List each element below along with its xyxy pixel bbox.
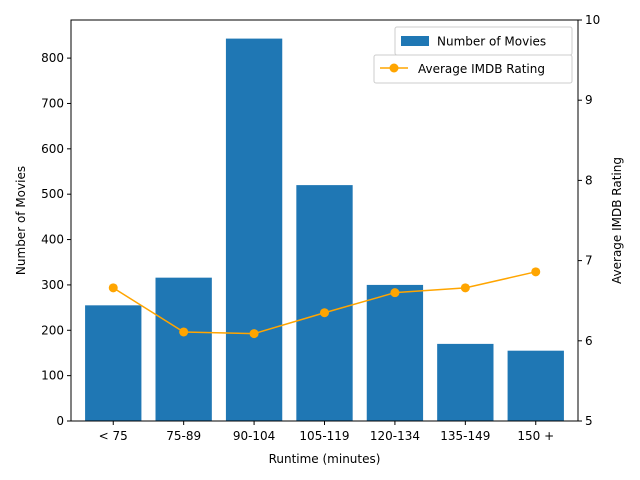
legend-bar: Number of Movies <box>394 26 573 56</box>
bar <box>366 284 424 421</box>
line-point <box>320 308 329 318</box>
bar-series <box>85 38 564 421</box>
y-tick-label: 0 <box>56 414 64 428</box>
x-tick-label: 120-134 <box>370 429 420 443</box>
legend-line-box <box>373 54 573 84</box>
legend-bar-label: Number of Movies <box>437 35 546 49</box>
line-point <box>179 327 189 337</box>
x-tick-label: 90-104 <box>233 429 276 443</box>
bar <box>155 277 212 421</box>
y-tick-label: 800 <box>41 51 64 65</box>
legend-line-marker <box>389 63 399 73</box>
y2-tick-label: 8 <box>585 173 593 187</box>
y-tick-label: 200 <box>41 323 64 337</box>
line-point <box>531 267 541 277</box>
y-tick-label: 500 <box>41 187 64 201</box>
bar <box>85 305 142 421</box>
y-axis-label: Number of Movies <box>14 166 28 275</box>
bar <box>437 343 494 421</box>
line-point <box>460 283 470 293</box>
bar <box>296 185 353 421</box>
legend-bar-swatch <box>401 36 429 46</box>
y-axis-left: 0 100 200 300 400 500 600 700 800 <box>41 51 71 428</box>
x-tick-label: < 75 <box>99 429 128 443</box>
legend-line-label: Average IMDB Rating <box>418 62 545 76</box>
line-point <box>390 288 400 298</box>
x-axis: < 75 75-89 90-104 105-119 120-134 135-149 150 … <box>99 421 554 443</box>
y-tick-label: 300 <box>41 278 64 292</box>
line-series <box>108 267 541 339</box>
y2-tick-label: 9 <box>585 93 593 107</box>
y2-tick-label: 6 <box>585 334 593 348</box>
y2-tick-label: 5 <box>585 414 593 428</box>
bar <box>225 38 283 421</box>
y2-axis-label: Average IMDB Rating <box>610 157 624 284</box>
legend-line: Average IMDB Rating <box>373 54 573 84</box>
line-point <box>108 283 118 293</box>
y-tick-label: 600 <box>41 142 64 156</box>
y-axis-right: 5 6 7 8 9 10 <box>578 13 600 428</box>
y2-tick-label: 10 <box>585 13 600 27</box>
line-point <box>249 329 259 339</box>
y-tick-label: 700 <box>41 96 64 110</box>
y2-tick-label: 7 <box>585 254 593 268</box>
y-tick-label: 100 <box>41 369 64 383</box>
x-tick-label: 135-149 <box>440 429 490 443</box>
y-tick-label: 400 <box>41 233 64 247</box>
x-tick-label: 75-89 <box>166 429 201 443</box>
x-tick-label: 150 + <box>517 429 554 443</box>
x-axis-label: Runtime (minutes) <box>269 452 381 466</box>
x-tick-label: 105-119 <box>299 429 349 443</box>
bar <box>507 350 564 421</box>
